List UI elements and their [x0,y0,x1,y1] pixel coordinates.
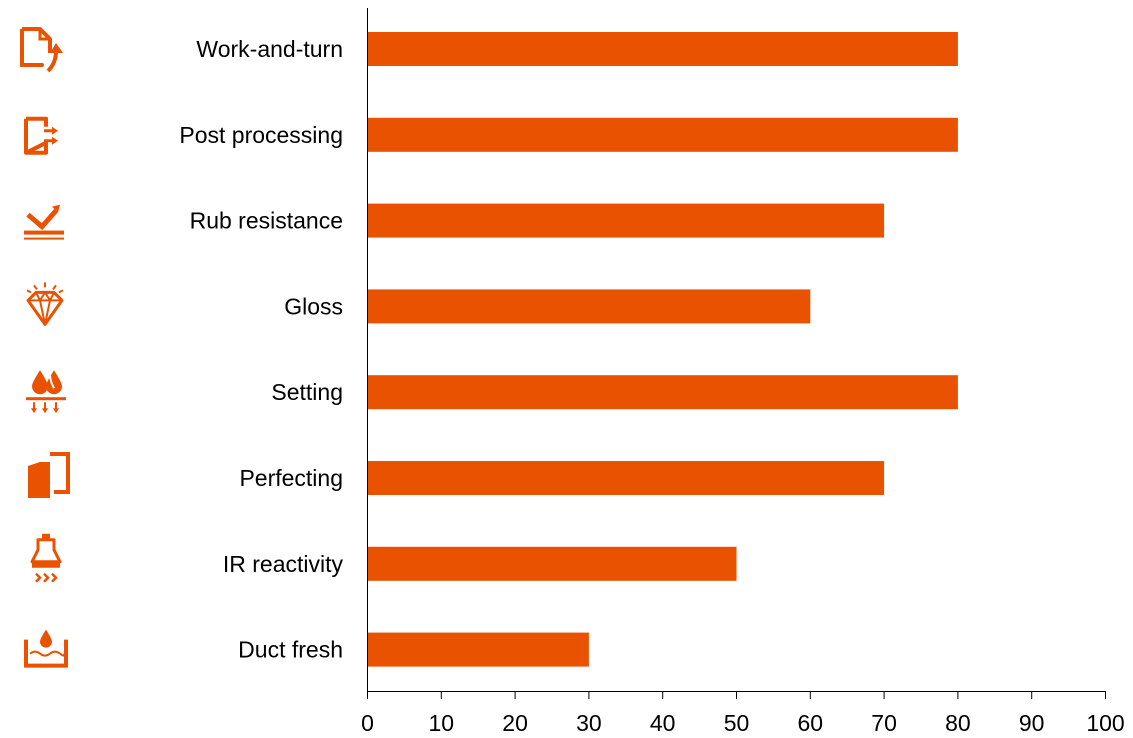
category-label: Setting [271,379,343,405]
category-label: Rub resistance [190,208,343,234]
x-tick-label: 80 [945,710,971,736]
x-tick-label: 30 [576,710,602,736]
category-label: Duct fresh [238,637,343,663]
bar [367,117,958,152]
x-tick-label: 40 [650,710,676,736]
x-tick-label: 70 [871,710,897,736]
bars [367,32,958,667]
bar [367,546,737,581]
bar [367,461,885,495]
bar [367,289,811,324]
bar [367,632,589,667]
x-tick-label: 0 [361,710,374,736]
x-tick-label: 60 [798,710,824,736]
x-tick-label: 10 [429,710,455,736]
page-output-icon [24,116,58,155]
bar [367,32,958,66]
x-tick-label: 90 [1019,710,1045,736]
category-label: Work-and-turn [196,36,343,62]
rub-resistance-icon [24,204,64,240]
category-label: IR reactivity [223,551,344,577]
category-label: Gloss [284,293,343,319]
category-icons [20,27,70,668]
ink-duct-icon [24,629,68,668]
x-tick-label: 100 [1086,710,1124,736]
page-turn-icon [20,27,63,73]
category-labels: Work-and-turn Post processing Rub resistan… [179,36,343,663]
perfecting-icon [28,452,70,498]
diamond-gloss-icon [26,282,64,326]
x-tick-label: 50 [724,710,750,736]
bar [367,375,958,410]
x-tick-label: 20 [502,710,528,736]
category-label: Post processing [179,122,343,148]
x-axis-ticks: 0 10 20 30 40 50 60 70 80 90 100 [361,691,1125,736]
ink-setting-icon [26,370,66,414]
ir-lamp-icon [30,533,62,583]
bar [367,203,885,238]
category-label: Perfecting [239,465,343,491]
